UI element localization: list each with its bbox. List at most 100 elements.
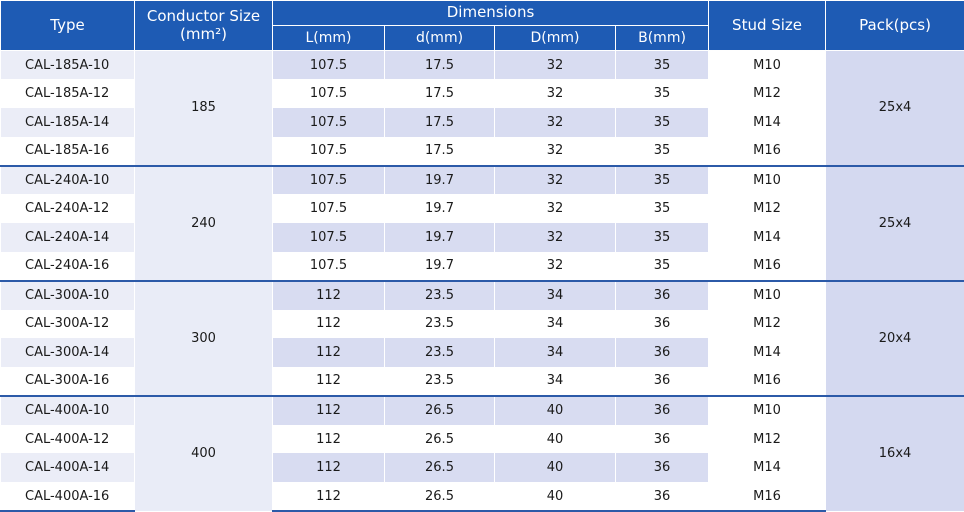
- type-cell: CAL-185A-12: [0, 79, 135, 109]
- d-small-cell: 23.5: [384, 279, 495, 310]
- d-large-cell: 40: [494, 482, 616, 512]
- table-row: CAL-240A-16 107.5 19.7 32 35 M16: [0, 251, 964, 281]
- l-cell: 107.5: [272, 194, 385, 224]
- table-row: CAL-240A-10 240 107.5 19.7 32 35 M10 25x4: [0, 164, 964, 281]
- l-cell: 107.5: [272, 251, 385, 281]
- conductor-size-cell: 185: [134, 49, 273, 166]
- b-cell: 36: [614, 482, 710, 512]
- type-cell: CAL-300A-12: [0, 309, 135, 339]
- b-cell: 35: [614, 79, 710, 109]
- stud-size-cell: M10: [708, 50, 827, 80]
- conductor-size-label: Conductor Size: [146, 7, 261, 26]
- table-row: CAL-185A-16 107.5 17.5 32 35 M16: [0, 136, 964, 166]
- pack-cell: 25x4: [825, 49, 964, 166]
- type-cell: CAL-300A-16: [0, 367, 135, 396]
- stud-size-cell: M14: [708, 223, 827, 252]
- d-large-cell: 34: [494, 338, 616, 368]
- d-small-cell: 23.5: [384, 338, 495, 368]
- table-row: CAL-240A-12 107.5 19.7 32 35 M12: [0, 194, 964, 224]
- d-large-cell: 32: [494, 164, 616, 195]
- stud-size-cell: M10: [708, 279, 827, 310]
- d-small-header: d(mm): [384, 25, 495, 51]
- header-row-sub: L(mm) d(mm) D(mm) B(mm): [1, 25, 964, 51]
- d-small-cell: 17.5: [384, 50, 495, 80]
- d-small-cell: 19.7: [384, 251, 495, 281]
- table-row: CAL-400A-14 112 26.5 40 36 M14: [0, 453, 964, 483]
- table-row: CAL-185A-12 107.5 17.5 32 35 M12: [0, 79, 964, 109]
- type-cell: CAL-240A-10: [0, 164, 135, 195]
- type-cell: CAL-240A-16: [0, 251, 135, 281]
- pack-cell: 20x4: [825, 279, 964, 396]
- stud-size-header: Stud Size: [708, 0, 827, 51]
- l-cell: 112: [272, 279, 385, 310]
- stud-size-cell: M14: [708, 338, 827, 368]
- l-cell: 112: [272, 453, 385, 483]
- table-row: CAL-300A-10 300 112 23.5 34 36 M10 20x4: [0, 279, 964, 396]
- d-small-cell: 17.5: [384, 136, 495, 166]
- type-cell: CAL-400A-16: [0, 482, 135, 512]
- d-small-cell: 23.5: [384, 367, 495, 396]
- l-cell: 112: [272, 394, 385, 425]
- type-cell: CAL-400A-10: [0, 394, 135, 425]
- dimensions-header: Dimensions: [271, 0, 710, 26]
- d-large-cell: 34: [494, 367, 616, 396]
- stud-size-cell: M16: [708, 367, 827, 396]
- b-cell: 35: [614, 194, 710, 224]
- type-cell: CAL-400A-12: [0, 424, 135, 454]
- b-cell: 36: [614, 367, 710, 396]
- pack-cell: 16x4: [825, 394, 964, 511]
- d-large-cell: 32: [494, 50, 616, 80]
- table-row: CAL-300A-14 112 23.5 34 36 M14: [0, 338, 964, 368]
- d-large-cell: 32: [494, 223, 616, 252]
- d-small-cell: 19.7: [384, 223, 495, 252]
- d-large-cell: 40: [494, 424, 616, 454]
- pack-cell: 25x4: [825, 164, 964, 281]
- l-cell: 112: [272, 367, 385, 396]
- b-cell: 36: [614, 279, 710, 310]
- type-cell: CAL-185A-16: [0, 136, 135, 166]
- type-cell: CAL-300A-10: [0, 279, 135, 310]
- type-header: Type: [0, 0, 135, 51]
- stud-size-cell: M12: [708, 424, 827, 454]
- table-row: CAL-400A-12 112 26.5 40 36 M12: [0, 424, 964, 454]
- b-cell: 36: [614, 424, 710, 454]
- l-cell: 112: [272, 482, 385, 512]
- table-row: CAL-185A-10 185 107.5 17.5 32 35 M10 25x4: [0, 49, 964, 166]
- d-large-cell: 32: [494, 79, 616, 109]
- d-small-cell: 26.5: [384, 394, 495, 425]
- d-small-cell: 17.5: [384, 79, 495, 109]
- d-large-cell: 40: [494, 453, 616, 483]
- stud-size-cell: M16: [708, 251, 827, 281]
- b-cell: 35: [614, 251, 710, 281]
- d-small-cell: 19.7: [384, 194, 495, 224]
- d-large-cell: 32: [494, 136, 616, 166]
- b-cell: 36: [614, 338, 710, 368]
- stud-size-cell: M12: [708, 194, 827, 224]
- type-cell: CAL-240A-14: [0, 223, 135, 252]
- spec-table-body: CAL-185A-10 185 107.5 17.5 32 35 M10 25x4 CAL-18…: [0, 49, 964, 512]
- table-row: CAL-400A-10 400 112 26.5 40 36 M10 16x4: [0, 394, 964, 511]
- type-cell: CAL-400A-14: [0, 453, 135, 483]
- type-cell: CAL-240A-12: [0, 194, 135, 224]
- b-cell: 35: [614, 136, 710, 166]
- stud-size-cell: M10: [708, 394, 827, 425]
- l-cell: 112: [272, 309, 385, 339]
- d-small-cell: 26.5: [384, 482, 495, 512]
- b-cell: 35: [614, 223, 710, 252]
- table-row: CAL-185A-14 107.5 17.5 32 35 M14: [0, 108, 964, 137]
- b-header: B(mm): [614, 25, 710, 51]
- d-large-cell: 32: [494, 251, 616, 281]
- conductor-size-cell: 400: [134, 394, 273, 511]
- conductor-size-unit: (mm²): [180, 24, 227, 43]
- stud-size-cell: M10: [708, 164, 827, 195]
- conductor-size-header: Conductor Size (mm²): [134, 0, 273, 51]
- stud-size-cell: M16: [708, 482, 827, 512]
- l-cell: 107.5: [272, 164, 385, 195]
- pack-header: Pack(pcs): [825, 0, 964, 51]
- d-small-cell: 17.5: [384, 108, 495, 137]
- d-small-cell: 26.5: [384, 453, 495, 483]
- conductor-size-cell: 300: [134, 279, 273, 396]
- type-cell: CAL-185A-10: [0, 50, 135, 80]
- table-row: CAL-400A-16 112 26.5 40 36 M16: [0, 482, 964, 512]
